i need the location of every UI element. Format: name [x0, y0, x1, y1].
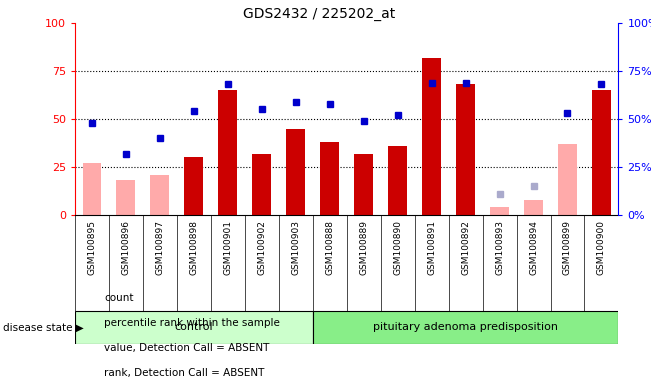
Text: GSM100888: GSM100888 — [325, 220, 334, 275]
Text: GSM100902: GSM100902 — [257, 220, 266, 275]
Bar — [218, 90, 237, 215]
Bar — [524, 200, 543, 215]
Bar — [490, 207, 509, 215]
Bar — [83, 163, 101, 215]
Bar — [184, 157, 203, 215]
Text: GSM100898: GSM100898 — [189, 220, 199, 275]
Text: control: control — [174, 322, 213, 333]
Text: GSM100899: GSM100899 — [563, 220, 572, 275]
Bar — [150, 175, 169, 215]
Bar — [422, 58, 441, 215]
Text: GSM100889: GSM100889 — [359, 220, 368, 275]
Text: GSM100890: GSM100890 — [393, 220, 402, 275]
Bar — [286, 129, 305, 215]
Text: disease state ▶: disease state ▶ — [3, 322, 84, 333]
Text: percentile rank within the sample: percentile rank within the sample — [104, 318, 280, 328]
Text: value, Detection Call = ABSENT: value, Detection Call = ABSENT — [104, 343, 270, 353]
Bar — [253, 154, 271, 215]
Text: GSM100892: GSM100892 — [461, 220, 470, 275]
Text: GSM100895: GSM100895 — [87, 220, 96, 275]
Bar — [456, 84, 475, 215]
Bar — [592, 90, 611, 215]
Title: GDS2432 / 225202_at: GDS2432 / 225202_at — [243, 7, 396, 21]
Bar — [354, 154, 373, 215]
Text: GSM100900: GSM100900 — [597, 220, 606, 275]
Text: GSM100897: GSM100897 — [156, 220, 164, 275]
Text: GSM100896: GSM100896 — [121, 220, 130, 275]
Text: GSM100894: GSM100894 — [529, 220, 538, 275]
Text: GSM100893: GSM100893 — [495, 220, 504, 275]
Text: pituitary adenoma predisposition: pituitary adenoma predisposition — [373, 322, 558, 333]
Bar — [558, 144, 577, 215]
Text: GSM100891: GSM100891 — [427, 220, 436, 275]
Bar — [320, 142, 339, 215]
Text: GSM100903: GSM100903 — [291, 220, 300, 275]
Text: GSM100901: GSM100901 — [223, 220, 232, 275]
Text: count: count — [104, 293, 133, 303]
Bar — [75, 311, 312, 344]
Text: rank, Detection Call = ABSENT: rank, Detection Call = ABSENT — [104, 368, 264, 378]
Bar — [117, 180, 135, 215]
Bar — [312, 311, 618, 344]
Bar — [388, 146, 407, 215]
